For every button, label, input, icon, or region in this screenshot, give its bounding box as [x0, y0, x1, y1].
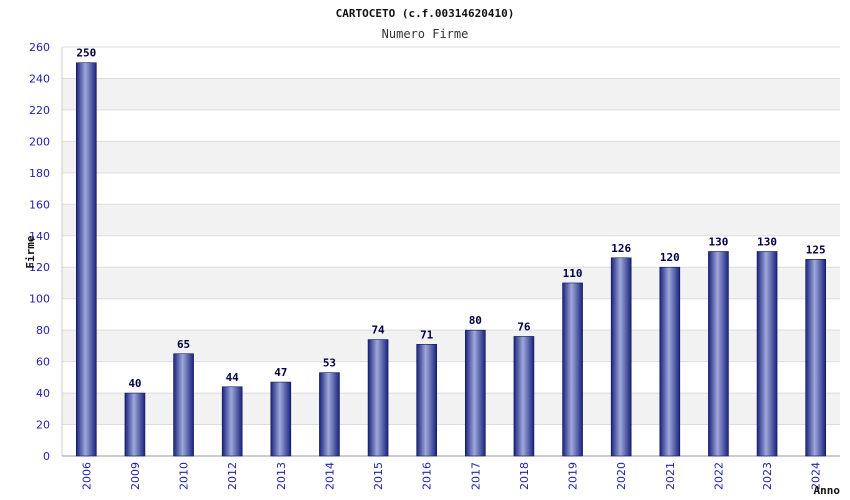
x-tick-label: 2014	[323, 462, 336, 490]
x-tick-label: 2022	[712, 462, 725, 490]
y-tick-label: 60	[36, 356, 50, 369]
bar	[756, 251, 778, 457]
y-tick-label: 0	[43, 450, 50, 463]
chart-title: CARTOCETO (c.f.00314620410)	[336, 7, 515, 20]
data-label: 74	[371, 324, 385, 337]
bar	[221, 386, 243, 457]
y-tick-label: 120	[29, 261, 50, 274]
x-tick-label: 2018	[518, 462, 531, 490]
chart-subtitle: Numero Firme	[382, 27, 469, 41]
bar	[610, 257, 632, 457]
data-label: 40	[128, 377, 141, 390]
data-label: 130	[709, 236, 729, 249]
x-tick-label: 2012	[226, 462, 239, 490]
x-tick-label: 2006	[80, 462, 93, 490]
bar	[76, 62, 97, 457]
data-label: 110	[563, 267, 583, 280]
bar	[659, 266, 681, 457]
bar	[513, 336, 535, 457]
y-tick-label: 260	[29, 41, 50, 54]
data-label: 120	[660, 251, 680, 264]
bar	[805, 259, 826, 457]
grid-band	[62, 78, 840, 110]
y-tick-label: 160	[29, 198, 50, 211]
y-tick-label: 220	[29, 104, 50, 117]
bar	[416, 344, 437, 457]
x-tick-label: 2013	[275, 462, 288, 490]
x-tick-label: 2015	[372, 462, 385, 490]
y-tick-label: 200	[29, 135, 50, 148]
y-tick-label: 80	[36, 324, 50, 337]
data-label: 53	[323, 357, 336, 370]
data-label: 126	[611, 242, 631, 255]
y-tick-label: 40	[36, 387, 50, 400]
bar	[708, 251, 729, 457]
bar	[465, 329, 486, 457]
bar	[562, 282, 583, 457]
x-tick-label: 2023	[761, 462, 774, 490]
x-tick-label: 2016	[421, 462, 434, 490]
bar	[367, 339, 389, 457]
data-label: 65	[177, 338, 190, 351]
x-tick-label: 2024	[810, 462, 823, 490]
data-label: 47	[274, 366, 287, 379]
bar	[270, 381, 292, 457]
data-label: 71	[420, 328, 434, 341]
data-label: 130	[757, 236, 777, 249]
x-axis-label: Anno	[814, 484, 841, 497]
grid-band	[62, 204, 840, 236]
data-label: 250	[76, 47, 96, 60]
y-tick-label: 240	[29, 72, 50, 85]
data-label: 76	[517, 320, 531, 333]
y-tick-label: 100	[29, 293, 50, 306]
x-tick-label: 2010	[178, 462, 191, 490]
x-tick-label: 2017	[469, 462, 482, 490]
x-tick-label: 2019	[567, 462, 580, 490]
y-tick-label: 20	[36, 419, 50, 432]
data-label: 80	[469, 314, 482, 327]
grid-band	[62, 141, 840, 173]
bar	[124, 392, 146, 457]
x-tick-label: 2021	[664, 462, 677, 490]
data-label: 44	[226, 371, 240, 384]
bar	[319, 372, 340, 457]
y-axis-label: Firme	[24, 235, 37, 268]
x-tick-label: 2009	[129, 462, 142, 490]
x-tick-label: 2020	[615, 462, 628, 490]
bar	[173, 353, 194, 457]
data-label: 125	[806, 243, 826, 256]
y-tick-label: 180	[29, 167, 50, 180]
y-tick-label: 140	[29, 230, 50, 243]
